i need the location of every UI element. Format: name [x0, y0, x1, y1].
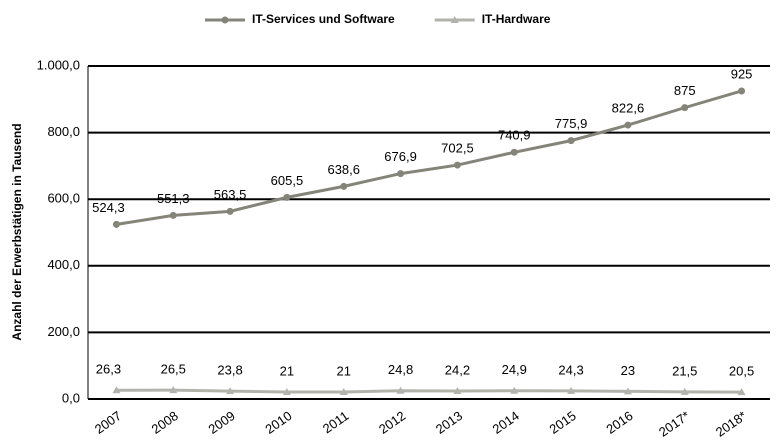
data-label: 740,9 [498, 128, 531, 143]
data-label: 21,5 [672, 363, 697, 378]
point [450, 16, 459, 23]
point [623, 387, 632, 395]
point [510, 148, 518, 156]
point [680, 387, 689, 395]
legend-label: IT-Services und Software [252, 12, 395, 26]
point [453, 161, 461, 169]
point [567, 386, 576, 394]
point [283, 193, 291, 201]
y-tick-label: 0,0 [62, 390, 80, 405]
point [226, 387, 235, 395]
x-tick-label: 2011 [320, 408, 352, 436]
series-line [116, 388, 742, 394]
point [510, 386, 519, 394]
data-label: 563,5 [214, 187, 247, 202]
series-line [116, 89, 743, 226]
x-tick-label: 2007 [92, 408, 124, 437]
data-label: 875 [674, 83, 696, 98]
y-axis-label: Anzahl der Erwerbstätigen in Tausend [10, 123, 24, 340]
data-label: 21 [280, 363, 294, 378]
y-tick-label: 800,0 [47, 124, 80, 139]
data-label: 638,6 [327, 162, 360, 177]
data-label: 24,2 [445, 362, 470, 377]
point [397, 170, 405, 178]
point [112, 386, 121, 394]
x-tick-label: 2015 [546, 408, 578, 437]
point [738, 87, 746, 95]
y-tick-label: 400,0 [47, 257, 80, 272]
x-tick-label: 2009 [205, 408, 237, 437]
y-tick-label: 1.000,0 [37, 57, 80, 72]
point [169, 211, 177, 219]
data-label: 822,6 [612, 101, 645, 116]
data-label: 20,5 [729, 364, 754, 379]
point [453, 386, 462, 394]
data-label: 24,3 [558, 362, 583, 377]
data-label: 23,8 [217, 363, 242, 378]
data-label: 775,9 [555, 116, 588, 131]
data-label: 24,8 [388, 362, 413, 377]
y-tick-label: 200,0 [47, 324, 80, 339]
data-label: 702,5 [441, 141, 474, 156]
y-tick-label: 600,0 [47, 191, 80, 206]
point [396, 386, 405, 394]
data-label: 605,5 [271, 173, 304, 188]
x-tick-label: 2010 [262, 408, 294, 437]
data-label: 551,3 [157, 191, 190, 206]
point [681, 104, 689, 112]
point [567, 137, 575, 145]
data-label: 21 [337, 363, 351, 378]
point [169, 386, 178, 394]
point [221, 16, 229, 24]
point [737, 388, 746, 396]
data-label: 524,3 [92, 200, 125, 215]
x-tick-label: 2008 [149, 408, 181, 437]
data-label: 24,9 [502, 362, 527, 377]
x-tick-label: 2016 [603, 408, 635, 437]
x-tick-label: 2013 [433, 408, 465, 437]
point [112, 220, 120, 228]
point [282, 388, 291, 396]
x-tick-label: 2017* [656, 408, 692, 440]
point [340, 182, 348, 190]
data-label: 26,5 [161, 362, 186, 377]
point [339, 388, 348, 396]
data-label: 23 [621, 363, 635, 378]
point [624, 121, 632, 129]
x-tick-label: 2014 [490, 408, 522, 437]
data-label: 676,9 [384, 149, 417, 164]
data-label: 925 [731, 66, 753, 81]
x-tick-label: 2018* [713, 408, 749, 440]
point [226, 207, 234, 215]
legend-label: IT-Hardware [482, 12, 551, 26]
x-tick-label: 2012 [376, 408, 408, 437]
data-label: 26,3 [96, 362, 121, 377]
